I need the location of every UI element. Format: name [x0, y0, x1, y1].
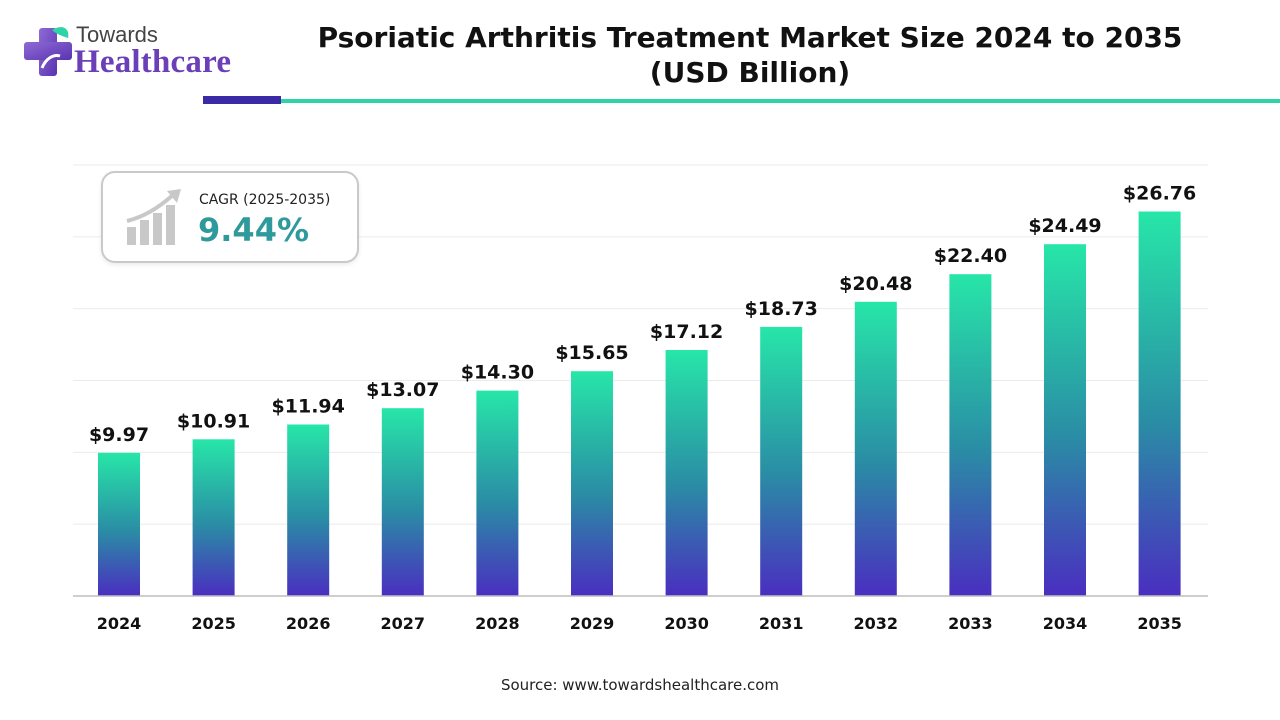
- growth-chart-icon: [126, 189, 181, 245]
- x-tick-2030: 2030: [664, 614, 709, 633]
- bar-2035: [1138, 211, 1181, 596]
- source-note: Source: www.towardshealthcare.com: [500, 676, 780, 694]
- data-label-2030: $17.12: [650, 321, 723, 343]
- x-tick-2026: 2026: [286, 614, 331, 633]
- x-tick-2024: 2024: [97, 614, 142, 633]
- x-axis-tick-labels: 2024 2025 2026 2027 2028 2029 2030 2031 2032 2033…: [97, 614, 1182, 633]
- chart-gridlines: [73, 164, 1208, 525]
- chart-title: Psoriatic Arthritis Treatment Market Siz…: [317, 21, 1183, 54]
- bar-2034: [1044, 244, 1086, 596]
- data-label-2024: $9.97: [89, 424, 149, 446]
- data-label-2025: $10.91: [177, 410, 250, 432]
- bar-2029: [571, 371, 613, 596]
- bar-2027: [381, 408, 424, 596]
- x-tick-2028: 2028: [475, 614, 520, 633]
- medical-cross-icon: [24, 27, 72, 76]
- cagr-value: 9.44%: [198, 211, 310, 249]
- header-rule: [281, 99, 1280, 103]
- data-label-2035: $26.76: [1123, 183, 1196, 205]
- bar-2025: [192, 439, 235, 596]
- bar-2031: [760, 326, 803, 596]
- chart-bars: [98, 211, 1181, 596]
- data-label-2028: $14.30: [461, 362, 534, 384]
- x-tick-2027: 2027: [381, 614, 426, 633]
- chart-subtitle: (USD Billion): [649, 56, 851, 89]
- x-tick-2033: 2033: [948, 614, 993, 633]
- x-tick-2029: 2029: [570, 614, 615, 633]
- bar-2024: [98, 452, 140, 596]
- bar-2026: [287, 424, 330, 596]
- data-label-2031: $18.73: [745, 298, 818, 320]
- x-tick-2034: 2034: [1043, 614, 1088, 633]
- x-tick-2035: 2035: [1137, 614, 1182, 633]
- x-tick-2032: 2032: [854, 614, 899, 633]
- data-label-2034: $24.49: [1028, 215, 1101, 237]
- bar-2030: [665, 350, 708, 596]
- x-tick-2031: 2031: [759, 614, 804, 633]
- bar-2028: [476, 390, 519, 596]
- chart-data-labels: $9.97 $10.91 $11.94 $13.07 $14.30 $15.65 $17.1…: [89, 183, 1196, 446]
- brand-name-top: Towards: [76, 22, 158, 47]
- data-label-2027: $13.07: [366, 379, 439, 401]
- data-label-2033: $22.40: [934, 245, 1007, 267]
- data-label-2029: $15.65: [555, 342, 628, 364]
- chart-title-block: Psoriatic Arthritis Treatment Market Siz…: [300, 20, 1200, 90]
- data-label-2032: $20.48: [839, 273, 912, 295]
- x-tick-2025: 2025: [191, 614, 236, 633]
- cagr-callout: CAGR (2025-2035) 9.44%: [101, 171, 359, 263]
- header-rule-accent: [203, 96, 281, 104]
- bar-2032: [854, 301, 897, 596]
- bar-2033: [949, 274, 992, 596]
- cagr-label: CAGR (2025-2035): [199, 192, 331, 208]
- data-label-2026: $11.94: [272, 396, 345, 418]
- brand-logo: Towards Healthcare: [22, 20, 242, 86]
- brand-name-main: Healthcare: [74, 44, 232, 80]
